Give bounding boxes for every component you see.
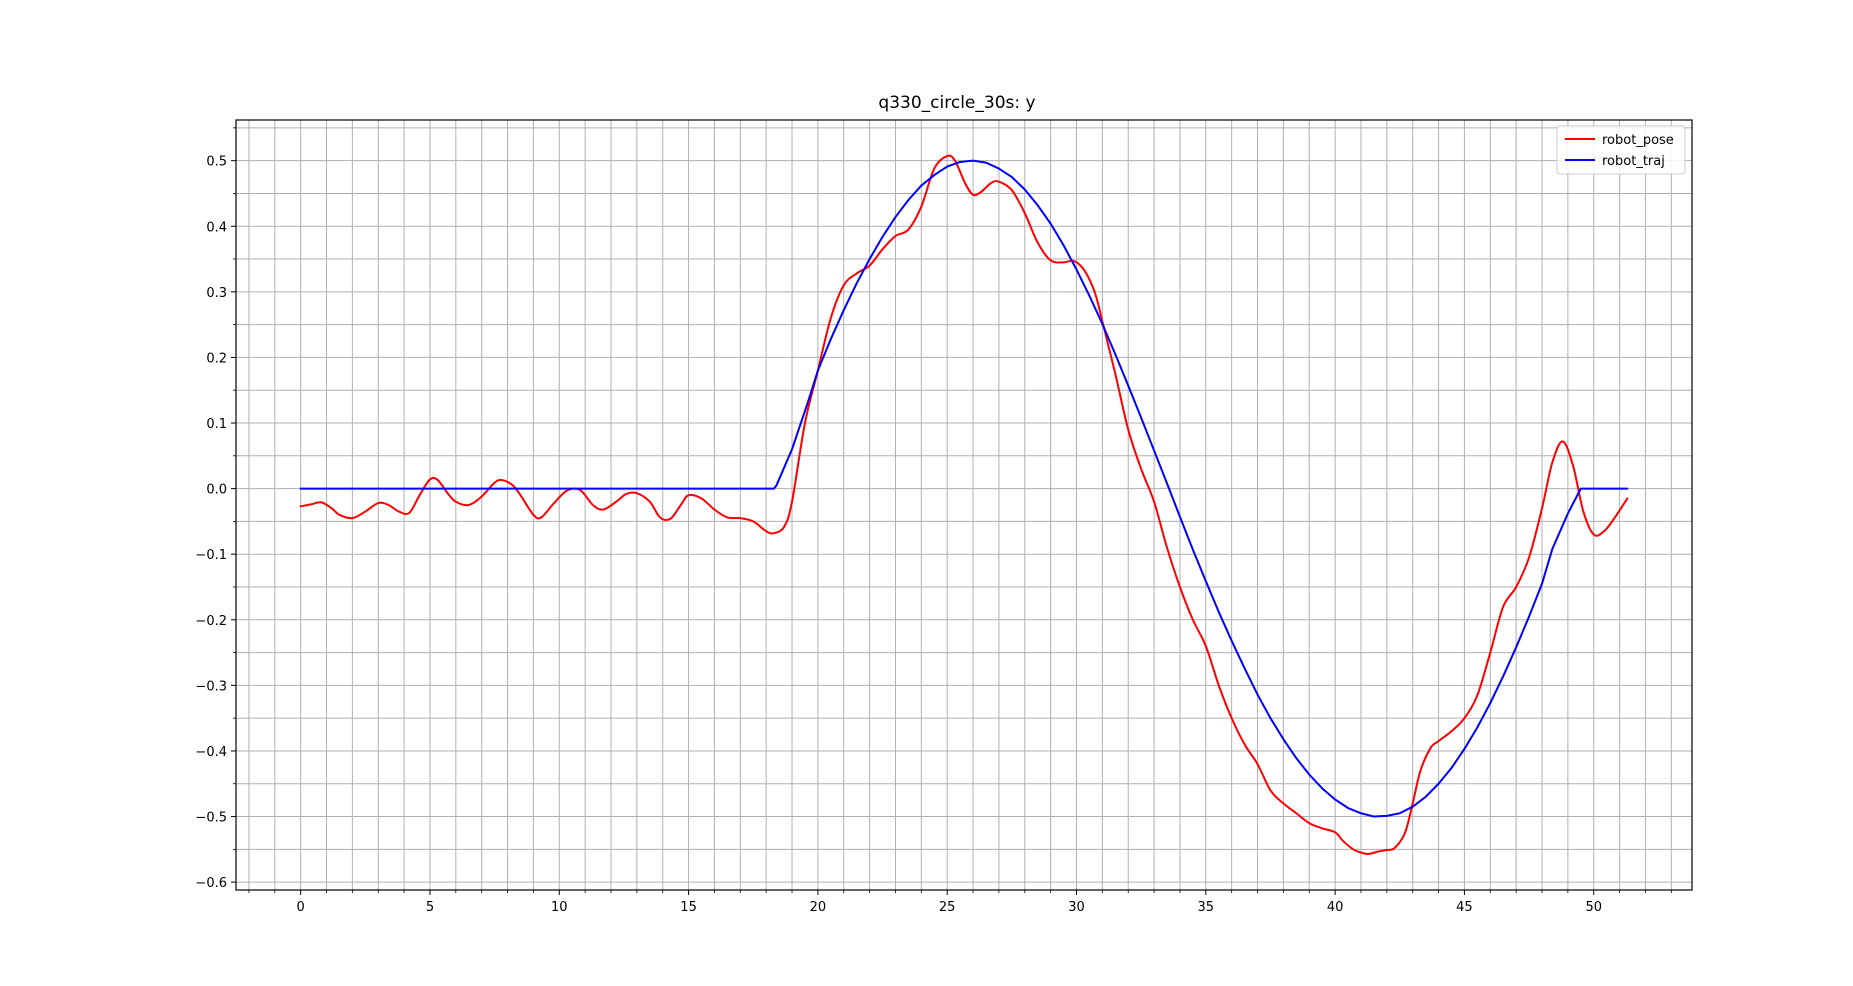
axis-ticks: 0 5 10 15 20 25 30 35 40 45 50 0.5 0.4 0.3 0.2 0.1 0.0 −0… — [195, 127, 1672, 915]
legend: robot_pose robot_traj — [1556, 125, 1686, 175]
y-tick-label: −0.5 — [195, 811, 227, 826]
x-tick-label: 50 — [1585, 900, 1602, 915]
y-tick-label: −0.6 — [195, 876, 227, 891]
legend-label-robot-pose: robot_pose — [1602, 133, 1674, 148]
x-tick-label: 25 — [939, 900, 956, 915]
series-lines — [299, 154, 1629, 855]
y-tick-label: −0.2 — [195, 614, 227, 629]
x-tick-label: 10 — [551, 900, 568, 915]
y-tick-label: 0.0 — [206, 483, 227, 498]
x-tick-label: 40 — [1327, 900, 1344, 915]
x-tick-label: 0 — [297, 900, 305, 915]
x-tick-label: 20 — [810, 900, 827, 915]
y-tick-label: −0.3 — [195, 679, 227, 694]
y-tick-label: 0.2 — [206, 351, 227, 366]
y-tick-label: 0.1 — [206, 417, 227, 432]
y-tick-label: 0.3 — [206, 286, 227, 301]
y-tick-label: 0.4 — [206, 220, 227, 235]
series-line-robot-pose — [299, 154, 1629, 855]
x-tick-label: 30 — [1068, 900, 1085, 915]
x-tick-label: 5 — [426, 900, 434, 915]
x-tick-label: 45 — [1456, 900, 1473, 915]
x-tick-label: 35 — [1198, 900, 1215, 915]
plot-frame — [235, 119, 1693, 891]
chart-title: q330_circle_30s: y — [878, 93, 1035, 113]
legend-label-robot-traj: robot_traj — [1602, 154, 1665, 169]
x-tick-label: 15 — [680, 900, 697, 915]
y-tick-label: −0.4 — [195, 745, 227, 760]
series-line-robot-traj — [299, 159, 1629, 818]
y-tick-label: 0.5 — [206, 155, 227, 170]
y-tick-label: −0.1 — [195, 548, 227, 563]
grid — [236, 120, 1692, 890]
